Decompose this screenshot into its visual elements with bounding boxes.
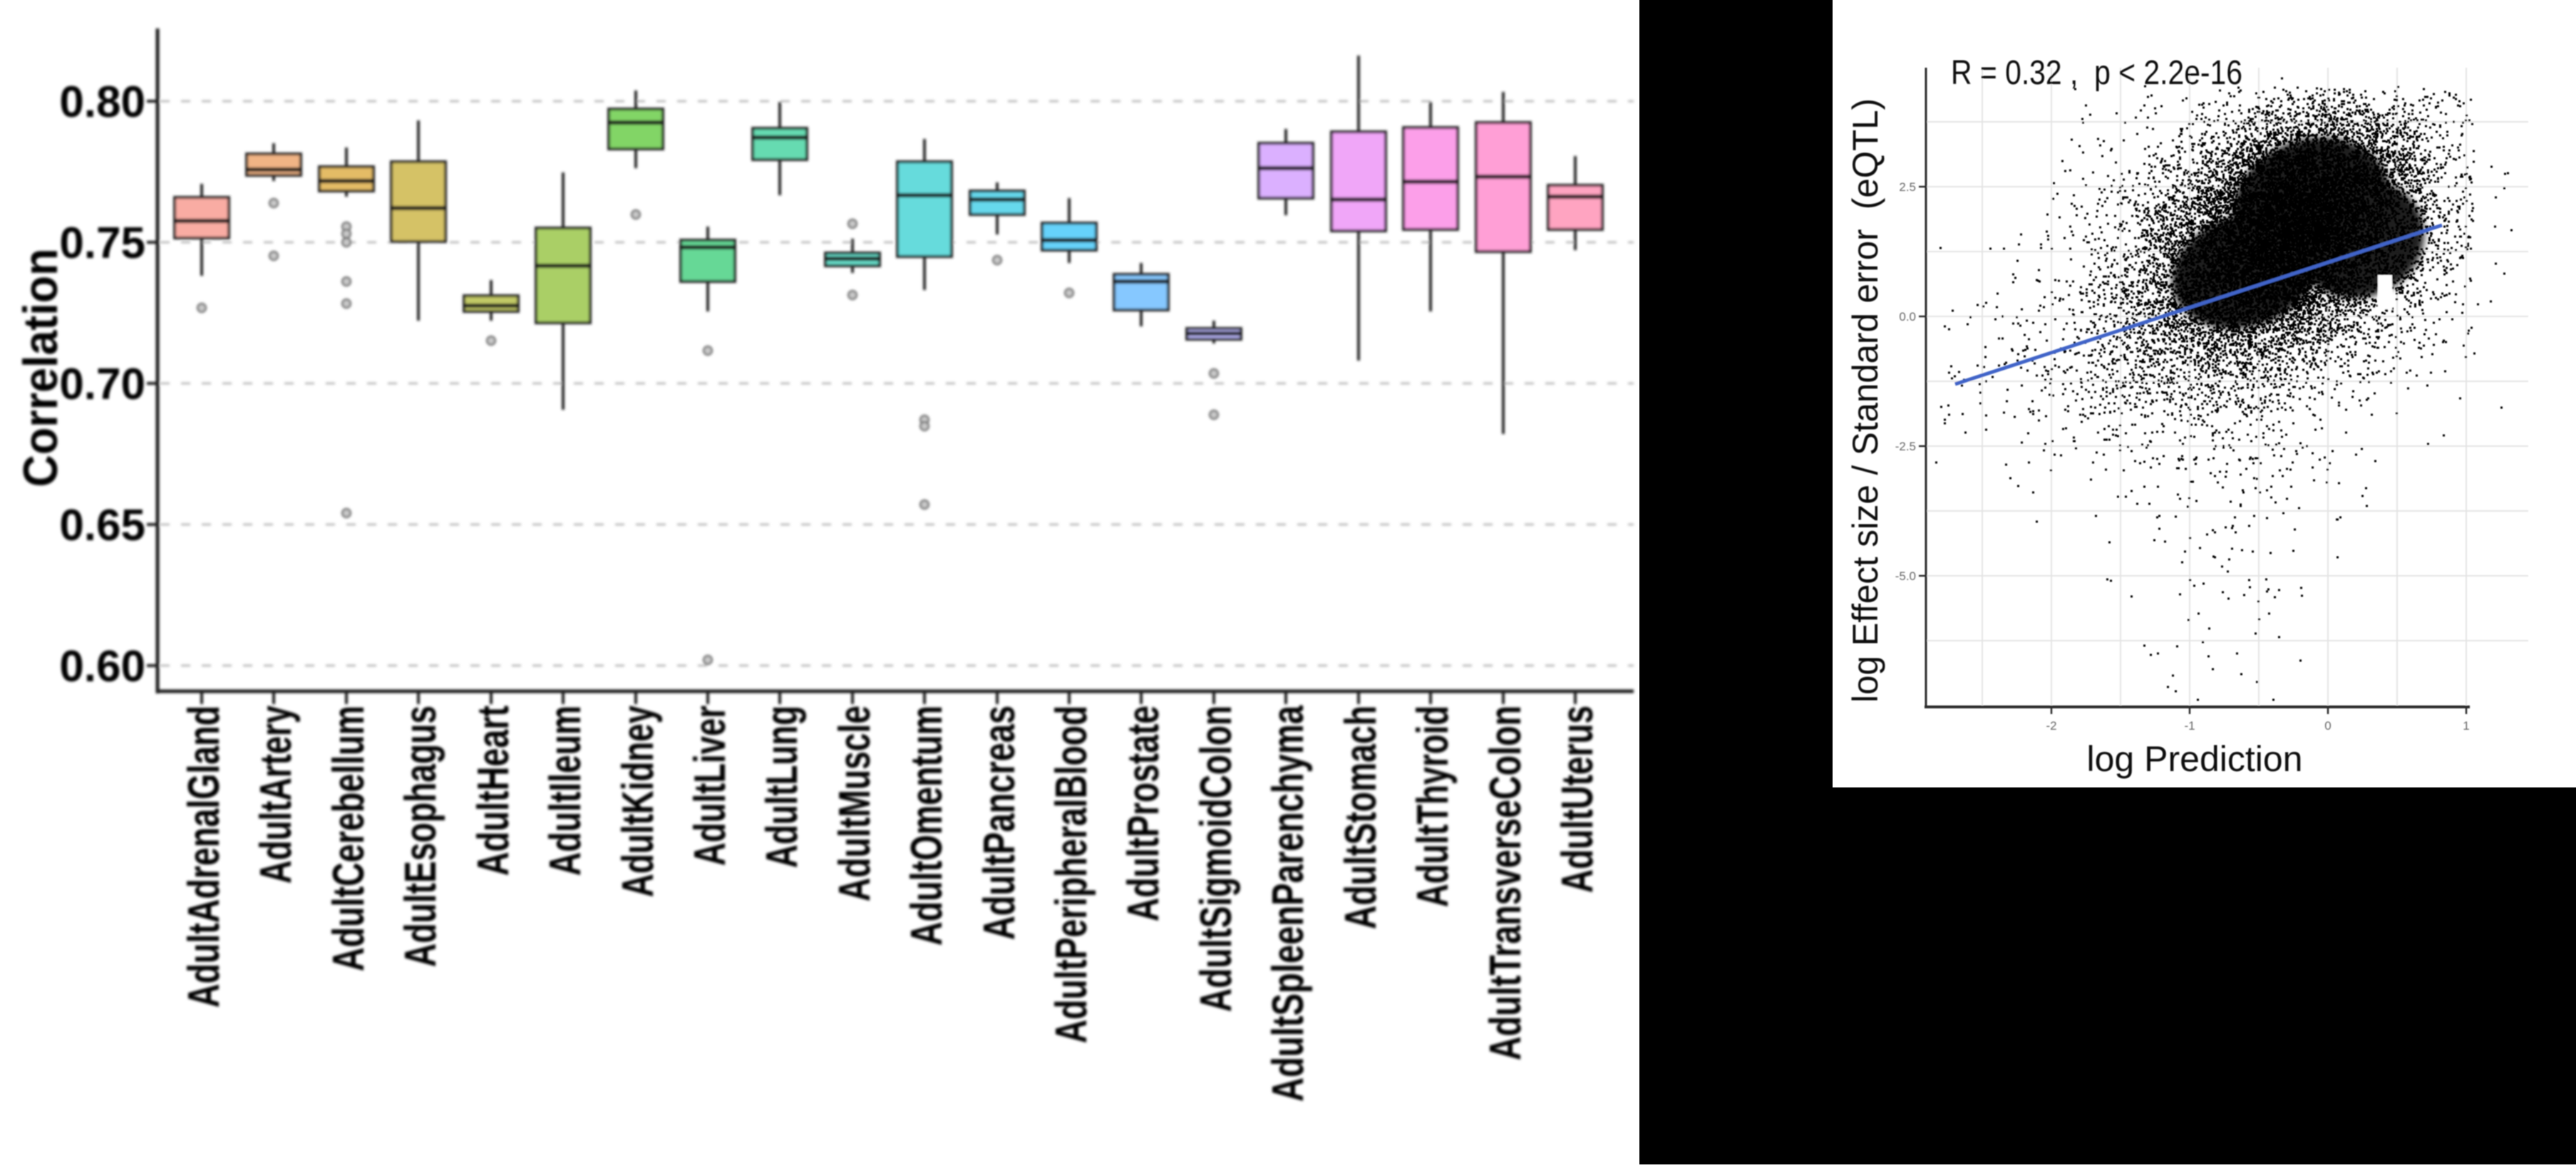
- svg-text:0.65: 0.65: [59, 501, 145, 550]
- svg-text:-2.5: -2.5: [1895, 440, 1916, 453]
- svg-text:0.0: 0.0: [1899, 310, 1916, 324]
- svg-text:-5.0: -5.0: [1895, 569, 1916, 583]
- svg-text:AdultKidney: AdultKidney: [614, 706, 663, 897]
- svg-text:log Effect size / Standard err: log Effect size / Standard error (eQTL): [1845, 98, 1885, 703]
- svg-text:-1: -1: [2184, 719, 2195, 733]
- svg-text:AdultProstate: AdultProstate: [1119, 706, 1168, 921]
- svg-text:0: 0: [2324, 719, 2331, 733]
- svg-text:AdultLiver: AdultLiver: [686, 706, 735, 866]
- svg-text:AdultStomach: AdultStomach: [1336, 706, 1386, 929]
- svg-text:AdultSigmoidColon: AdultSigmoidColon: [1192, 706, 1241, 1012]
- svg-text:0.70: 0.70: [59, 360, 145, 409]
- svg-text:1: 1: [2463, 719, 2469, 733]
- svg-text:AdultLung: AdultLung: [758, 706, 807, 868]
- svg-text:AdultMuscle: AdultMuscle: [830, 706, 880, 901]
- svg-text:AdultAdrenalGland: AdultAdrenalGland: [180, 706, 229, 1008]
- svg-text:Correlation: Correlation: [14, 249, 68, 487]
- svg-text:log Prediction: log Prediction: [2087, 739, 2303, 779]
- svg-text:AdultSpleenParenchyma: AdultSpleenParenchyma: [1264, 706, 1313, 1102]
- svg-text:AdultThyroid: AdultThyroid: [1408, 706, 1458, 907]
- svg-text:0.60: 0.60: [59, 642, 145, 691]
- svg-text:AdultEsophagus: AdultEsophagus: [396, 706, 445, 967]
- svg-text:AdultPeripheralBlood: AdultPeripheralBlood: [1047, 706, 1096, 1043]
- svg-text:AdultArtery: AdultArtery: [252, 706, 301, 884]
- svg-text:2.5: 2.5: [1899, 180, 1916, 194]
- svg-text:AdultPancreas: AdultPancreas: [975, 706, 1024, 940]
- svg-text:AdultTransverseColon: AdultTransverseColon: [1481, 706, 1530, 1060]
- svg-text:AdultCerebellum: AdultCerebellum: [324, 706, 373, 971]
- svg-text:AdultOmentum: AdultOmentum: [902, 706, 952, 946]
- svg-text:AdultIleum: AdultIleum: [541, 706, 590, 876]
- svg-text:-2: -2: [2046, 719, 2056, 733]
- svg-text:R = 0.32 , p < 2.2e-16: R = 0.32 , p < 2.2e-16: [1951, 54, 2242, 92]
- svg-text:AdultUterus: AdultUterus: [1553, 706, 1602, 893]
- svg-text:0.80: 0.80: [59, 78, 145, 127]
- svg-text:AdultHeart: AdultHeart: [469, 706, 518, 876]
- svg-text:0.75: 0.75: [59, 219, 145, 268]
